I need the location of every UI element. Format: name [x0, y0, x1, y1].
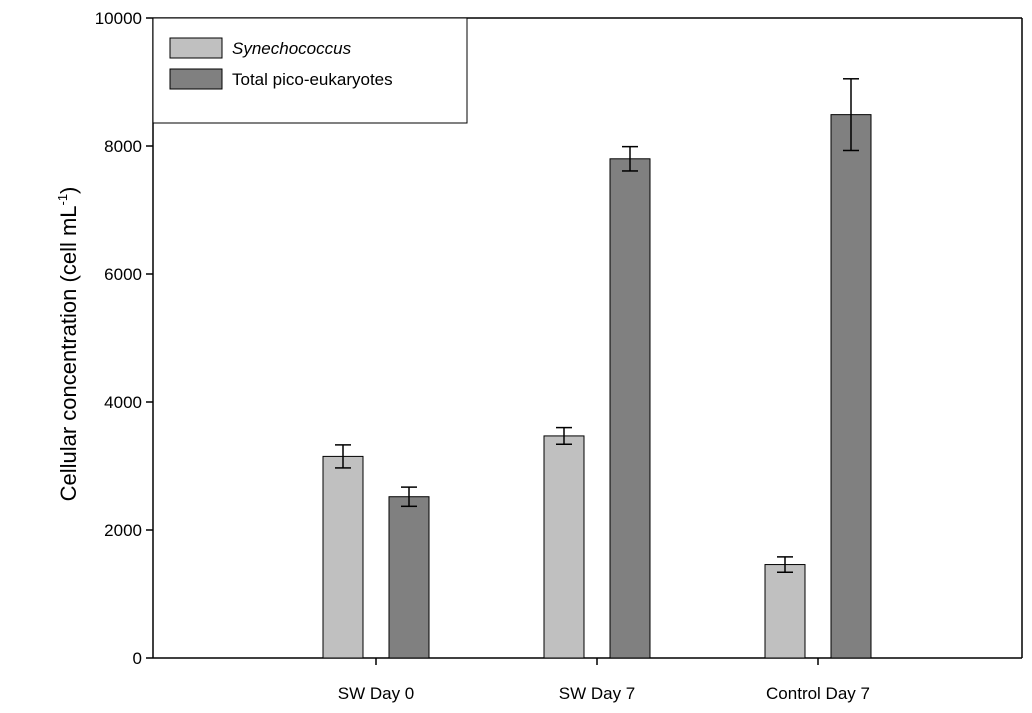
y-axis-title: Cellular concentration (cell mL-1)	[55, 187, 81, 502]
y-tick-label: 8000	[104, 137, 142, 156]
y-tick-label: 0	[133, 649, 142, 668]
legend: Synechococcus Total pico-eukaryotes	[152, 17, 468, 124]
bar	[388, 496, 430, 659]
bar	[322, 455, 364, 659]
bar	[764, 564, 806, 659]
y-tick-label: 4000	[104, 393, 142, 412]
bar	[609, 158, 651, 659]
legend-label-synechococcus: Synechococcus	[232, 39, 352, 58]
y-tick-label: 10000	[95, 9, 142, 28]
bar	[543, 435, 585, 659]
x-tick-label: SW Day 7	[559, 684, 636, 703]
x-tick-label: Control Day 7	[766, 684, 870, 703]
y-tick-label: 6000	[104, 265, 142, 284]
bar	[830, 114, 872, 659]
legend-swatch-pico-eukaryotes	[169, 68, 223, 90]
legend-swatch-synechococcus	[169, 37, 223, 59]
legend-label-pico-eukaryotes: Total pico-eukaryotes	[232, 70, 393, 89]
x-tick-label: SW Day 0	[338, 684, 415, 703]
plot-area: 0 2000 4000 6000 8000 10000 SW Day 0 SW Day 7 Co…	[95, 9, 1023, 703]
y-tick-label: 2000	[104, 521, 142, 540]
